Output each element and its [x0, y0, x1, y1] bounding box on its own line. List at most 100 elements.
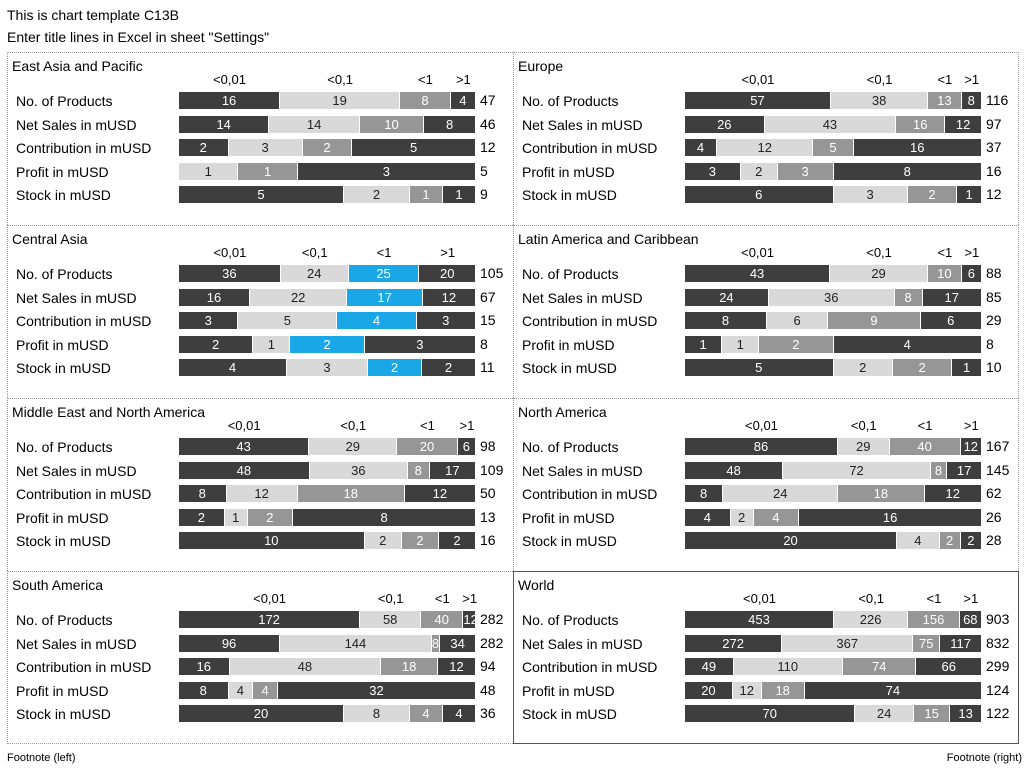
bar-segment: 10: [179, 532, 365, 549]
bar-segment: 74: [804, 681, 982, 699]
row-label: Stock in mUSD: [16, 706, 111, 722]
row-total: 9: [480, 186, 488, 202]
class-label: >1: [459, 418, 475, 433]
class-label: <0,1: [340, 418, 367, 433]
bar-segment: 29: [830, 265, 928, 282]
bar-segment: 4: [179, 359, 287, 376]
row-label: No. of Products: [16, 612, 113, 628]
row-label: Contribution in mUSD: [522, 313, 658, 329]
bar-segment: 86: [685, 438, 838, 455]
panel-central-asia: Central Asia <0,01 <0,1 <1 >1 No. of Products…: [7, 225, 513, 398]
row-label: Stock in mUSD: [16, 533, 111, 549]
bar-segment: 1: [957, 186, 982, 203]
bar-segment: 2: [344, 186, 410, 203]
bar-segment: 117: [940, 634, 982, 652]
row-total: 8: [480, 335, 488, 352]
bar-segment: 6: [961, 265, 982, 282]
panel-europe: Europe <0,01 <0,1 <1 >1 No. of Products 57 38 13…: [513, 52, 1019, 225]
bar-segment: 96: [179, 634, 281, 652]
bar-segment: 1: [443, 186, 476, 203]
bar-segment: 43: [685, 265, 831, 282]
class-label: <0,01: [741, 72, 775, 87]
bar-segment: 3: [287, 359, 368, 376]
bar-segment: 2: [907, 186, 958, 203]
bar-segment: 4: [897, 532, 940, 549]
bar-segment: 453: [685, 611, 834, 628]
bar-segment: 3: [833, 186, 908, 203]
bar-segment: 18: [838, 485, 925, 502]
row-total: 903: [986, 611, 1010, 627]
row-total: 62: [986, 485, 1002, 501]
panel-south-america: South America <0,01 <0,1 <1 >1 No. of Product…: [7, 571, 513, 744]
bar-segment: 5: [238, 312, 338, 329]
bar-segment: 24: [855, 705, 914, 722]
bar-segment: 17: [429, 461, 476, 479]
bar-no-of-products: 43 29 20 6: [179, 438, 476, 455]
bar-net-sales-in-musd: 48 36 8 17: [179, 461, 476, 479]
bar-segment: 16: [179, 288, 250, 306]
bar-segment: 5: [352, 139, 476, 156]
row-label: Contribution in mUSD: [16, 486, 152, 502]
class-label: >1: [455, 72, 471, 87]
panel-latin-america-and-caribbean: Latin America and Caribbean <0,01 <0,1 <1 >1…: [513, 225, 1019, 398]
bar-segment: 2: [740, 162, 778, 180]
row-total: 109: [480, 461, 504, 478]
panel-title: Europe: [518, 58, 564, 74]
class-label: <0,01: [213, 245, 247, 260]
bar-no-of-products: 16 19 8 4: [179, 92, 476, 109]
class-label: <1: [420, 418, 435, 433]
row-total: 67: [480, 288, 496, 305]
class-label: <0,01: [743, 591, 776, 606]
row-label: Net Sales in mUSD: [522, 116, 643, 133]
bar-segment: 2: [364, 532, 402, 549]
bar-contribution-in-musd: 8 24 18 12: [685, 485, 982, 502]
bar-net-sales-in-musd: 24 36 8 17: [685, 288, 982, 306]
bar-segment: 25: [348, 265, 420, 282]
row-label: No. of Products: [522, 266, 619, 282]
row-label: Contribution in mUSD: [16, 659, 152, 675]
bar-segment: 12: [463, 611, 476, 628]
row-total: 88: [986, 265, 1002, 281]
panel-title: Middle East and North America: [12, 404, 205, 420]
row-total: 98: [480, 438, 496, 454]
bar-segment: 1: [722, 335, 760, 353]
bar-profit-in-musd: 8 4 4 32: [179, 681, 476, 699]
bar-segment: 36: [309, 461, 408, 479]
row-label: Profit in mUSD: [522, 336, 615, 353]
bar-segment: 13: [950, 705, 982, 722]
bar-segment: 2: [401, 532, 439, 549]
bar-segment: 2: [730, 508, 754, 526]
bar-segment: 20: [685, 532, 898, 549]
row-label: No. of Products: [522, 612, 619, 628]
row-label: Net Sales in mUSD: [16, 462, 137, 479]
class-label: >1: [964, 72, 980, 87]
bar-segment: 16: [853, 139, 982, 156]
row-total: 47: [480, 92, 496, 108]
row-total: 28: [986, 532, 1002, 548]
row-label: Net Sales in mUSD: [522, 462, 643, 479]
row-total: 85: [986, 288, 1002, 305]
class-label: <0,1: [301, 245, 328, 260]
bar-segment: 20: [685, 681, 733, 699]
bar-segment: 8: [424, 115, 476, 133]
bar-segment: 16: [896, 115, 946, 133]
bar-segment: 172: [179, 611, 361, 628]
bar-segment: 43: [179, 438, 310, 455]
class-label: >1: [964, 245, 980, 260]
bar-segment: 6: [457, 438, 476, 455]
bar-segment: 26: [685, 115, 765, 133]
bar-segment: 16: [179, 92, 281, 109]
bar-segment: 17: [947, 461, 982, 479]
bar-segment: 6: [685, 186, 834, 203]
bar-segment: 4: [253, 681, 278, 699]
class-label: <0,1: [866, 245, 892, 260]
bar-segment: 1: [685, 335, 723, 353]
bar-segment: 3: [685, 162, 741, 180]
bar-profit-in-musd: 0113: [179, 162, 476, 180]
row-total: 299: [986, 658, 1010, 674]
bar-segment: 36: [179, 265, 281, 282]
class-label: >1: [963, 418, 979, 433]
bar-segment: 48: [229, 658, 382, 675]
bar-segment: 8: [293, 508, 476, 526]
